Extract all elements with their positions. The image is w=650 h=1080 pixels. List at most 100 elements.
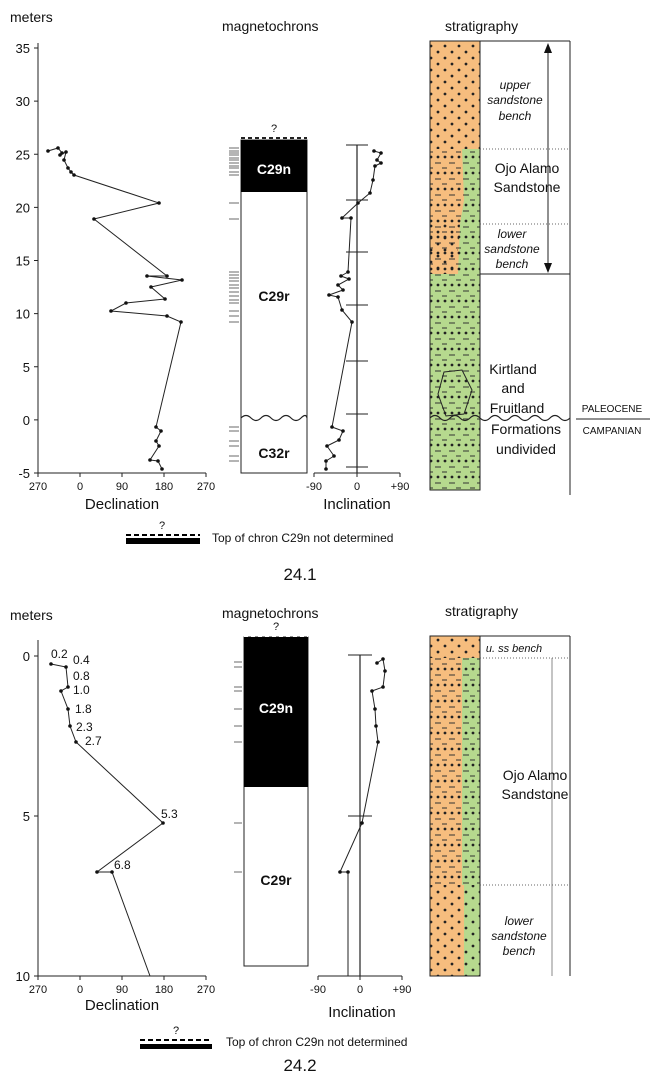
- fig1-sample-level-ticks: [229, 147, 239, 462]
- fig1-inclination-point: [341, 429, 345, 433]
- fig1-label-ojo-2: Sandstone: [494, 179, 561, 195]
- fig1-inclination-point: [340, 308, 344, 312]
- fig2-decl-label: 270: [29, 984, 47, 996]
- fig2-label-ojo-2: Sandstone: [502, 786, 569, 802]
- fig1-inclination-points: [324, 149, 383, 471]
- fig1-decl-label: 270: [197, 481, 215, 493]
- fig2-incl-label: -90: [310, 984, 326, 996]
- fig1-chron-column: [240, 139, 308, 474]
- fig1-stratigraphy-header: stratigraphy: [445, 18, 518, 34]
- fig1-label-lower-2: sandstone: [484, 242, 540, 256]
- fig2-label-ojo: Ojo Alamo: [503, 767, 568, 783]
- fig2-legend-text: Top of chron C29n not determined: [226, 1035, 407, 1049]
- fig1-depth-label: 10: [16, 307, 30, 322]
- fig1-incl-label: +90: [391, 481, 410, 493]
- fig2-decl-label: 90: [116, 984, 128, 996]
- fig1-declination-point: [154, 439, 158, 443]
- fig1-inclination-point: [324, 459, 328, 463]
- fig2-incl-ticks: -90 0 +90: [310, 976, 411, 996]
- fig2-inclination-point: [360, 821, 364, 825]
- fig1-paleocene-label: PALEOCENE: [582, 404, 643, 415]
- fig1-inclination-point: [356, 201, 360, 205]
- fig1-declination-point: [157, 444, 161, 448]
- fig2-decl-label: Declination: [85, 997, 159, 1014]
- fig1-strat-lens: [437, 369, 473, 417]
- fig1-inclination-point: [371, 178, 375, 182]
- fig1-declination-point: [157, 201, 161, 205]
- fig1-label-and: and: [501, 380, 524, 396]
- fig1-strat-upper-sandstone-pattern: [430, 41, 480, 149]
- fig1-inclination-point: [379, 151, 383, 155]
- fig1-depth-label: 30: [16, 94, 30, 109]
- fig2-inclination-point: [381, 685, 385, 689]
- fig1-label-ojo: Ojo Alamo: [495, 160, 560, 176]
- fig1-declination-point: [180, 278, 184, 282]
- fig1-chron-C29n-block: [241, 140, 307, 192]
- fig1-incl-axis-ticks: [346, 144, 368, 468]
- fig1-depth-label: 20: [16, 200, 30, 215]
- fig2-label-u-ss-bench: u. ss bench: [486, 643, 542, 655]
- fig2-inclination-point: [373, 707, 377, 711]
- fig1-depth-label: 0: [23, 413, 30, 428]
- fig2-stratigraphy-header: stratigraphy: [445, 603, 518, 619]
- fig1-inclination-point: [368, 191, 372, 195]
- fig1-depth-label: -5: [18, 466, 30, 481]
- fig1-inclination-point: [332, 454, 336, 458]
- fig1-chron-wavy-boundary: [240, 414, 308, 422]
- fig2-chron-C29n-label: C29n: [259, 700, 293, 716]
- fig2-chron-C29r-label: C29r: [260, 872, 292, 888]
- fig1-declination-point: [148, 458, 152, 462]
- fig2-declination-point: [66, 685, 70, 689]
- fig2-chron-question: ?: [273, 621, 279, 633]
- fig1-declination-point: [154, 425, 158, 429]
- fig1-label-upper: upper: [500, 78, 532, 92]
- fig1-declination-point: [64, 150, 68, 154]
- fig1-chron-C32r-label: C32r: [258, 445, 290, 461]
- fig2-declination-point: [95, 870, 99, 874]
- fig2-point-label-0.4: 0.4: [73, 653, 90, 667]
- fig1-arrow-down-head: [544, 263, 552, 273]
- figure-2: meters magnetochrons stratigraphy 0 5 10 2…: [10, 603, 571, 1075]
- fig1-decl-label: Declination: [85, 496, 159, 513]
- fig1-legend-question: ?: [159, 520, 165, 532]
- fig1-declination-point: [163, 297, 167, 301]
- fig1-depth-label: 15: [16, 254, 30, 269]
- fig1-strat-kirtland-pattern: [430, 274, 480, 490]
- fig1-decl-label: 270: [29, 481, 47, 493]
- fig1-arrow-up-head: [544, 43, 552, 53]
- fig1-inclination-point: [325, 444, 329, 448]
- fig2-incl-label: 0: [357, 984, 363, 996]
- fig1-inclination-point: [330, 425, 334, 429]
- fig1-decl-label: 0: [77, 481, 83, 493]
- fig2-incl-label: +90: [393, 984, 412, 996]
- fig1-inclination-point: [349, 216, 353, 220]
- fig2-declination-point: [68, 724, 72, 728]
- fig1-label-upper-2: sandstone: [487, 93, 543, 107]
- fig2-legend-bar: [140, 1044, 212, 1049]
- fig1-label-upper-3: bench: [499, 109, 532, 123]
- fig1-strat-unconformity: [429, 414, 571, 422]
- fig2-label-lower-3: bench: [503, 944, 536, 958]
- fig1-legend-text: Top of chron C29n not determined: [212, 531, 393, 545]
- figure-1: meters magnetochrons stratigraphy 35 30 25…: [10, 9, 650, 584]
- fig1-declination-point: [159, 429, 163, 433]
- fig1-incl-label: Inclination: [323, 496, 391, 513]
- fig2-declination-point: [110, 870, 114, 874]
- fig2-inclination-points: [338, 657, 387, 874]
- fig1-declination-point: [58, 153, 62, 157]
- fig2-decl-label: 0: [77, 984, 83, 996]
- fig1-declination-point: [69, 170, 73, 174]
- fig2-point-label-2.3: 2.3: [76, 720, 93, 734]
- fig1-label-fruitland: Fruitland: [490, 400, 544, 416]
- fig2-label-lower: lower: [505, 914, 535, 928]
- fig2-decl-label: 270: [197, 984, 215, 996]
- fig1-inclination-point: [340, 216, 344, 220]
- fig2-declination-curve: [50, 663, 164, 977]
- fig2-inclination-point: [374, 724, 378, 728]
- fig1-depth-label: 5: [23, 360, 30, 375]
- fig1-decl-label: 180: [155, 481, 173, 493]
- fig1-declination-points: [46, 146, 184, 471]
- fig1-decl-ticks: 270 0 90 180 270: [29, 473, 215, 493]
- fig1-label-lower: lower: [498, 227, 528, 241]
